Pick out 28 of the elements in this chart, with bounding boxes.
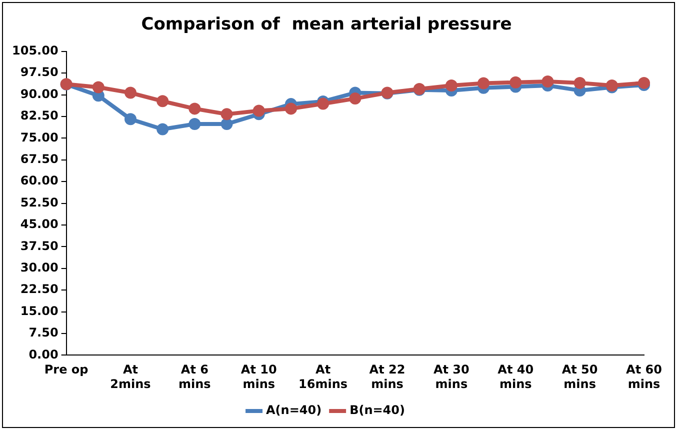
x-tick-label: At 2mins (110, 362, 151, 391)
legend-label: B(n=40) (350, 403, 405, 418)
x-tick-label: At 50 mins (562, 362, 598, 391)
chart-title: Comparison of mean arterial pressure (141, 14, 512, 35)
x-tick-label: At 30 mins (433, 362, 470, 391)
legend-label: A(n=40) (266, 403, 322, 418)
y-tick-label: 30.00 (20, 260, 58, 275)
x-tick-label: Pre op (44, 362, 89, 377)
x-tick-label: At 60 mins (626, 362, 662, 391)
y-tick-label: 75.00 (20, 130, 58, 144)
x-tick-label: At 10 mins (240, 362, 277, 391)
x-tick-label: At 16mins (298, 362, 348, 391)
y-tick-label: 15.00 (20, 304, 58, 318)
y-tick-label: 22.50 (20, 282, 58, 296)
y-tick-label: 67.50 (20, 152, 58, 166)
y-tick-label: 90.00 (20, 86, 58, 101)
x-tick-label: At 22 mins (369, 362, 406, 391)
y-tick-label: 52.50 (20, 195, 58, 210)
y-tick-label: 45.00 (20, 217, 58, 232)
x-tick-label: At 40 mins (498, 362, 534, 391)
y-tick-label: 105.00 (12, 44, 58, 58)
y-tick-label: 82.50 (20, 108, 58, 123)
y-tick-label: 60.00 (20, 174, 58, 188)
y-tick-label: 37.50 (20, 238, 58, 253)
x-tick-label: At 6 mins (178, 362, 211, 391)
y-tick-label: 0.00 (28, 347, 58, 362)
y-tick-label: 7.50 (28, 326, 58, 340)
y-tick-label: 97.50 (20, 65, 58, 80)
